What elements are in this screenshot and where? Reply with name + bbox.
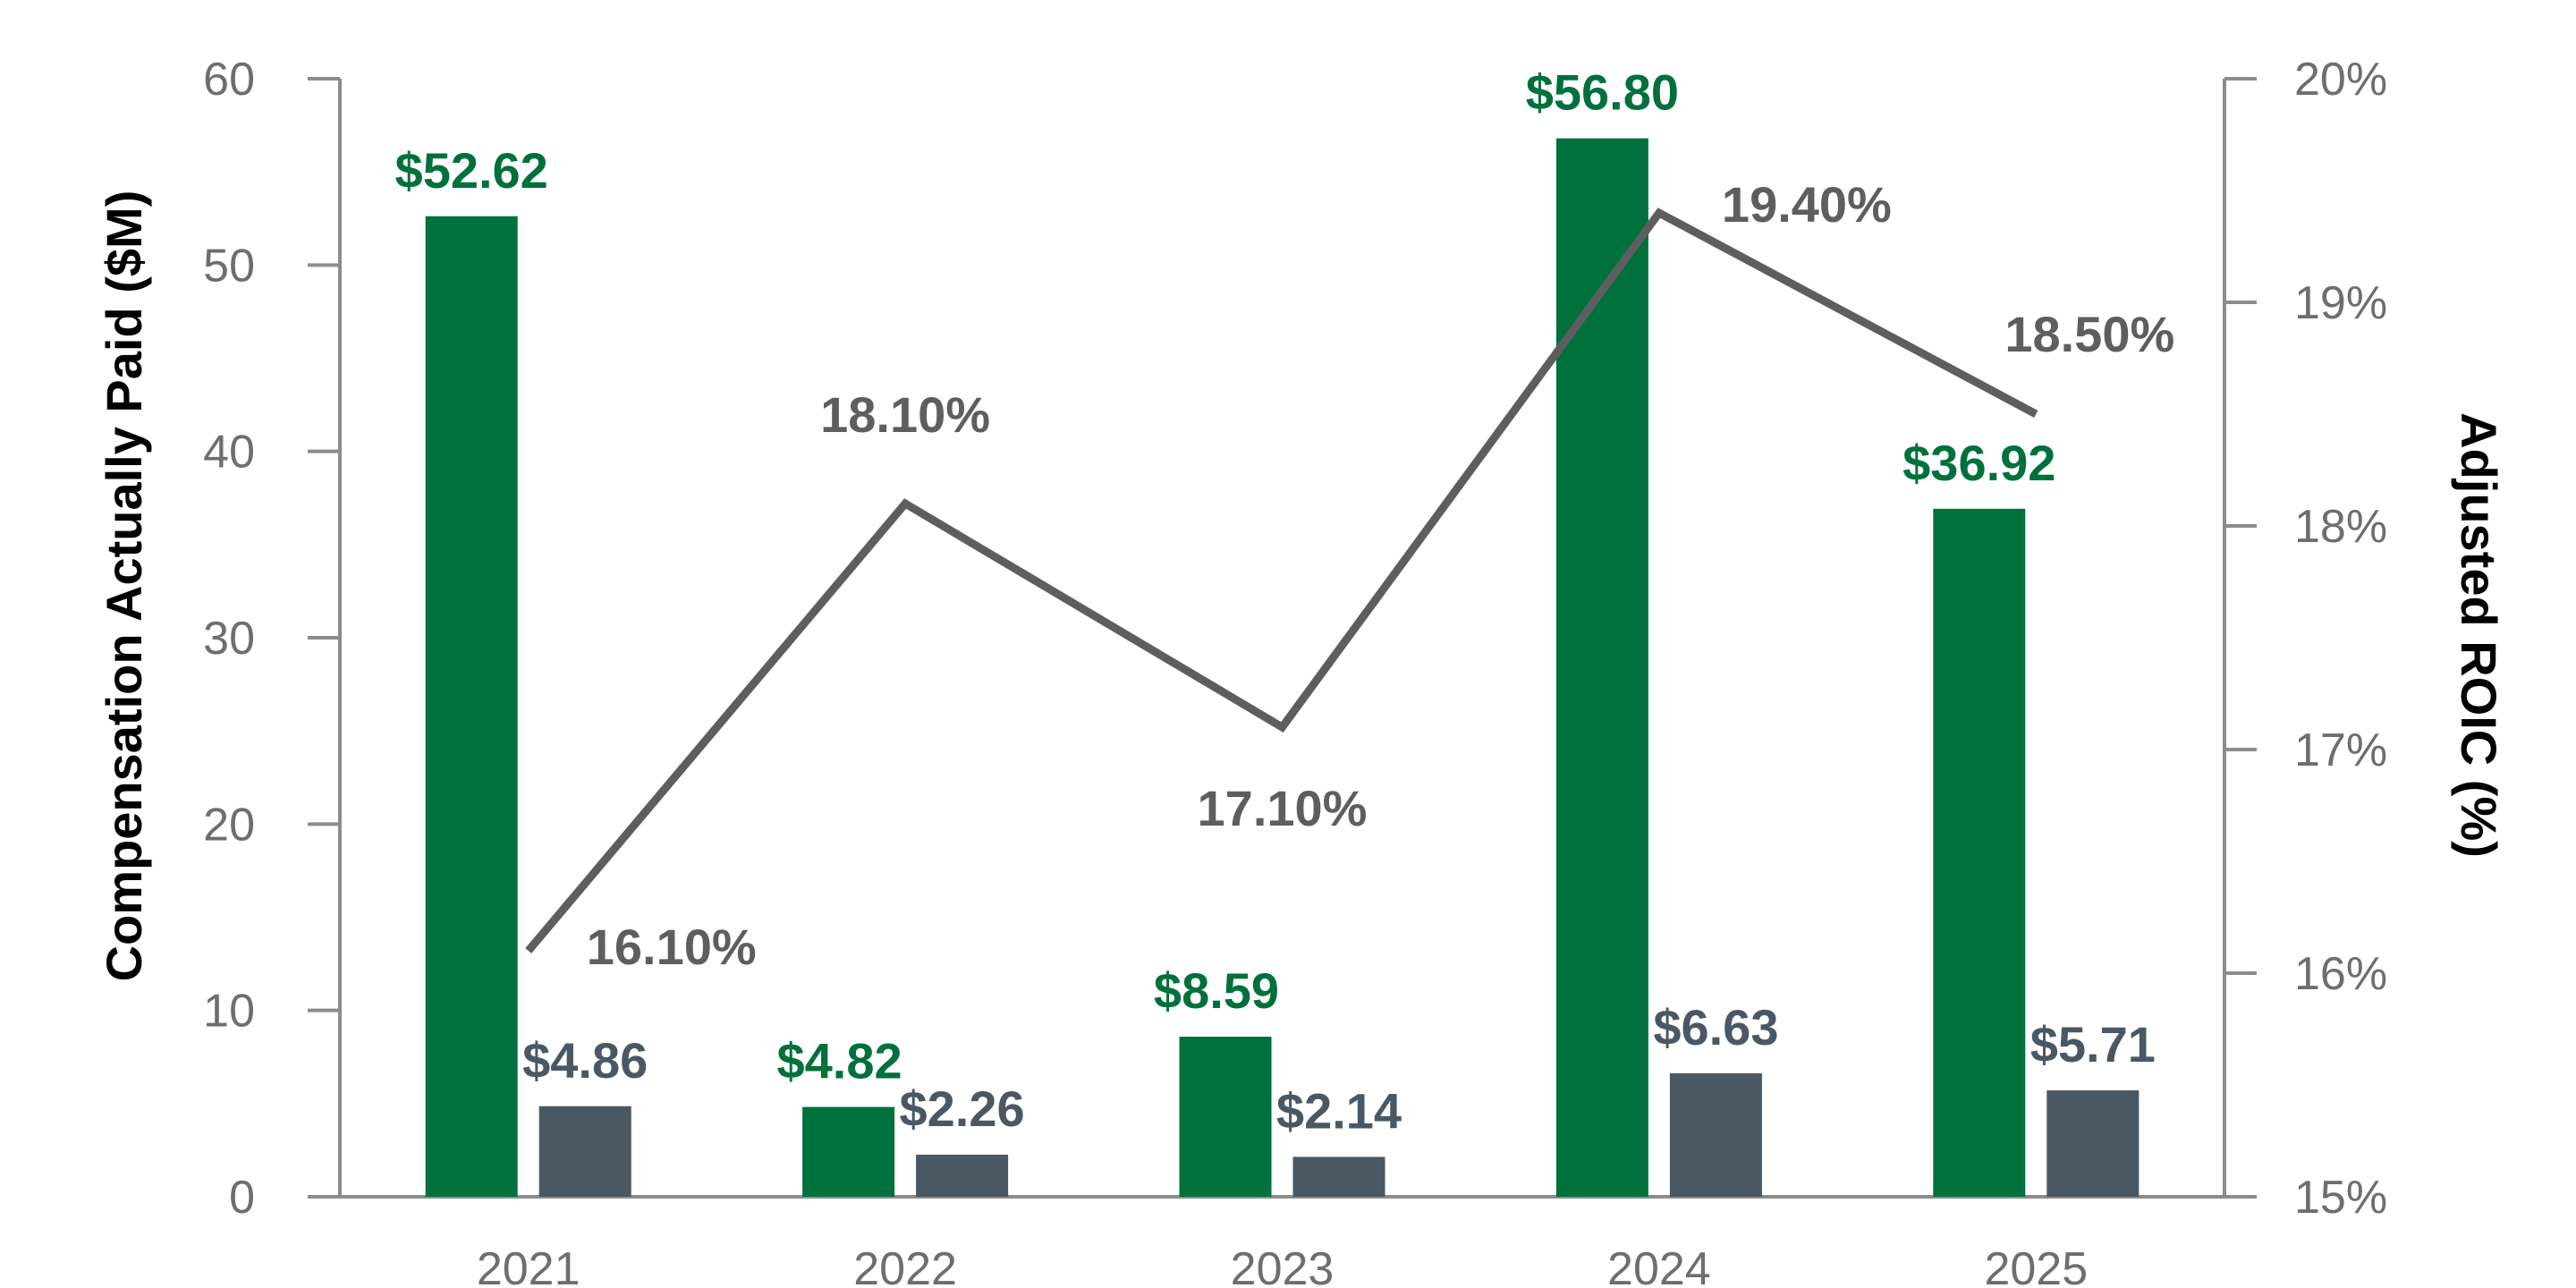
- neo-cap-bar: [1669, 1072, 1762, 1197]
- ceo-cap-label: $4.82: [777, 1033, 902, 1089]
- left-tick-label: 0: [229, 1172, 255, 1224]
- neo-cap-label: $2.14: [1276, 1082, 1402, 1139]
- neo-cap-label: $4.86: [522, 1032, 648, 1089]
- neo-cap-label: $5.71: [2030, 1016, 2156, 1072]
- neo-cap-bar: [538, 1106, 631, 1197]
- roic-line-layer: [525, 208, 2038, 953]
- right-tick-label: 15%: [2294, 1172, 2387, 1224]
- neo-cap-bar: [2046, 1090, 2140, 1197]
- roic-line: [525, 208, 2038, 953]
- x-tick-label: 2025: [1984, 1243, 2088, 1288]
- right-tick-label: 19%: [2294, 277, 2387, 329]
- right-tick-label: 20%: [2294, 54, 2387, 106]
- axes: 0 10 20 30 40 50 60 15% 16% 17% 18% 19% 20% 2021 2022 2…: [203, 54, 2387, 1288]
- ceo-cap-bar: [1555, 138, 1648, 1198]
- left-tick-label: 60: [203, 54, 255, 106]
- left-tick-label: 20: [203, 799, 255, 851]
- neo-cap-label: $6.63: [1653, 999, 1778, 1055]
- x-tick-label: 2022: [853, 1243, 957, 1288]
- roic-label: 18.50%: [2004, 306, 2174, 362]
- neo-cap-label: $2.26: [900, 1080, 1025, 1137]
- ceo-cap-bar: [1933, 508, 2026, 1197]
- neo-cap-bar: [1292, 1157, 1385, 1197]
- data-labels: $52.62 $4.86 $4.82$2.26 $8.59 $2.14 $56.80 $6.…: [395, 64, 2175, 1140]
- x-tick-label: 2021: [477, 1243, 580, 1288]
- x-tick-label: 2023: [1231, 1243, 1335, 1288]
- roic-label: 18.10%: [820, 386, 990, 443]
- bars: [425, 138, 2140, 1198]
- left-tick-label: 30: [203, 613, 255, 665]
- left-tick-label: 40: [203, 427, 255, 479]
- ceo-cap-bar: [425, 216, 518, 1197]
- right-tick-label: 18%: [2294, 501, 2387, 553]
- ceo-cap-label: $52.62: [395, 142, 548, 199]
- roic-label: 19.40%: [1722, 176, 1892, 233]
- left-tick-label: 50: [203, 240, 255, 292]
- right-tick-label: 16%: [2294, 948, 2387, 1000]
- left-tick-label: 10: [203, 986, 255, 1038]
- neo-cap-bar: [916, 1154, 1009, 1197]
- ceo-cap-label: $8.59: [1154, 962, 1279, 1019]
- ceo-cap-label: $56.80: [1526, 64, 1679, 121]
- roic-label: 17.10%: [1198, 780, 1368, 836]
- right-tick-label: 17%: [2294, 724, 2387, 776]
- right-axis-title: Adjusted ROIC (%): [2451, 412, 2507, 858]
- ceo-cap-label: $36.92: [1902, 435, 2055, 491]
- roic-label: 16.10%: [587, 919, 757, 975]
- ceo-cap-bar: [802, 1106, 895, 1197]
- left-axis-title: Compensation Actually Paid ($M): [96, 191, 152, 982]
- x-tick-label: 2024: [1607, 1243, 1711, 1288]
- ceo-cap-bar: [1179, 1037, 1272, 1197]
